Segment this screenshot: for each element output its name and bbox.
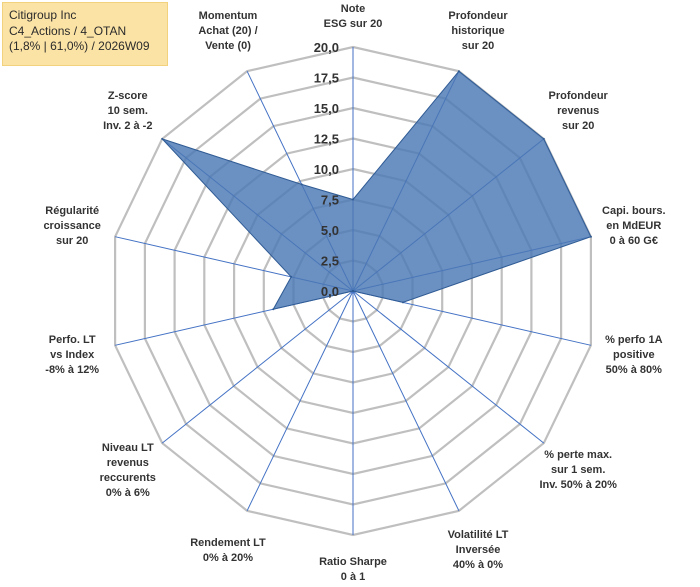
axis-label-line: Volatilité LT (447, 529, 509, 541)
tick-label: 7,5 (321, 193, 339, 208)
axis-label-line: % perte max. (544, 449, 613, 462)
tick-label: 20,0 (314, 40, 339, 55)
axis-label-line: croissance (43, 220, 101, 233)
axis-label-line: Momentum (198, 10, 258, 22)
axis-label: Niveau LT revenus reccurents 0% à 6% (68, 441, 188, 501)
axis-label-line: revenus (557, 104, 600, 117)
tick-label: 17,5 (314, 71, 339, 86)
axis-label-line: Achat (20) / (198, 25, 258, 37)
axis-label-line: Z-score (107, 89, 148, 102)
axis-label-line: historique (451, 25, 505, 37)
title-box: Citigroup Inc C4_Actions / 4_OTAN (1,8% … (2, 2, 168, 66)
axis-label-line: positive (613, 348, 655, 361)
axis-label-line: Profondeur (548, 89, 608, 102)
axis-label: % perfo 1A positive 50% à 80% (574, 333, 694, 378)
axis-label-line: en MdEUR (606, 220, 662, 233)
axis-label: Régularité croissance sur 20 (12, 204, 132, 249)
axis-label-line: Perfo. LT (48, 333, 96, 346)
data-point (589, 235, 592, 238)
data-point (272, 308, 275, 311)
data-point (542, 137, 545, 140)
axis-label-line: revenus (106, 456, 149, 469)
axis-label: % perte max. sur 1 sem. Inv. 50% à 20% (518, 448, 638, 493)
title-line-2: C4_Actions / 4_OTAN (9, 23, 127, 38)
tick-label: 2,5 (321, 254, 339, 269)
axis-label-line: Capi. bours. (602, 205, 666, 218)
axis-label-line: 0 à 60 G€ (609, 235, 658, 248)
data-point (352, 290, 354, 292)
tick-label: 5,0 (321, 223, 339, 238)
title-line-1: Citigroup Inc (9, 8, 77, 22)
tick-label: 12,5 (314, 132, 339, 147)
axis-label-line: vs Index (50, 348, 95, 361)
axis-label-line: reccurents (99, 471, 156, 484)
axis-label-line: 0% à 6% (105, 486, 150, 499)
data-point (161, 137, 164, 140)
axis-spoke (352, 290, 460, 512)
axis-label: Perfo. LT vs Index -8% à 12% (12, 333, 132, 378)
axis-label-line: 0% à 20% (202, 551, 254, 564)
axis-label-line: % perfo 1A (605, 333, 663, 346)
axis-label-line: sur 20 (561, 119, 595, 132)
axis-label-line: 0 à 1 (340, 571, 366, 583)
axis-label: Profondeur historique sur 20 (418, 9, 538, 54)
data-point (457, 70, 460, 73)
data-point (402, 301, 404, 304)
axis-spoke (246, 290, 354, 512)
axis-label-line: Profondeur (448, 10, 508, 22)
axis-label: Rendement LT 0% à 20% (168, 536, 288, 566)
axis-label-line: -8% à 12% (45, 363, 100, 376)
axis-label-line: Note (340, 3, 366, 15)
axis-label-line: Rendement LT (190, 536, 266, 549)
axis-label-line: Ratio Sharpe (319, 556, 387, 568)
axis-label: Capi. bours. en MdEUR 0 à 60 G€ (574, 204, 694, 249)
axis-label-line: sur 20 (55, 235, 89, 248)
data-point (290, 275, 293, 278)
axis-label: Note ESG sur 20 (293, 2, 413, 32)
axis-label-line: sur 20 (461, 40, 495, 52)
axis-label-line: Régularité (45, 205, 100, 218)
axis-label: Ratio Sharpe 0 à 1 (293, 555, 413, 585)
axis-label-line: ESG sur 20 (323, 18, 383, 30)
axis-spoke (352, 290, 545, 444)
axis-label-line: Vente (0) (205, 40, 251, 52)
axis-label-line: Inv. 50% à 20% (539, 479, 617, 492)
axis-label-line: Inversée (455, 544, 501, 556)
data-point (352, 198, 354, 201)
axis-label: Z-score 10 sem. Inv. 2 à -2 (68, 89, 188, 134)
axis-label-line: Niveau LT (101, 441, 154, 454)
axis-label-line: Inv. 2 à -2 (103, 119, 153, 132)
axis-label: Momentum Achat (20) / Vente (0) (168, 9, 288, 54)
axis-label-line: 50% à 80% (605, 363, 662, 376)
title-line-3: (1,8% | 61,0%) / 2026W09 (9, 39, 150, 53)
tick-label: 0,0 (321, 284, 339, 299)
axis-spoke (161, 290, 354, 444)
axis-label-line: sur 1 sem. (550, 464, 606, 477)
tick-label: 10,0 (314, 162, 339, 177)
axis-label-line: 40% à 0% (452, 559, 504, 571)
data-point (300, 183, 303, 186)
axis-label: Volatilité LT Inversée 40% à 0% (418, 528, 538, 573)
axis-label: Profondeur revenus sur 20 (518, 89, 638, 134)
tick-label: 15,0 (314, 101, 339, 116)
axis-label-line: 10 sem. (107, 104, 148, 117)
